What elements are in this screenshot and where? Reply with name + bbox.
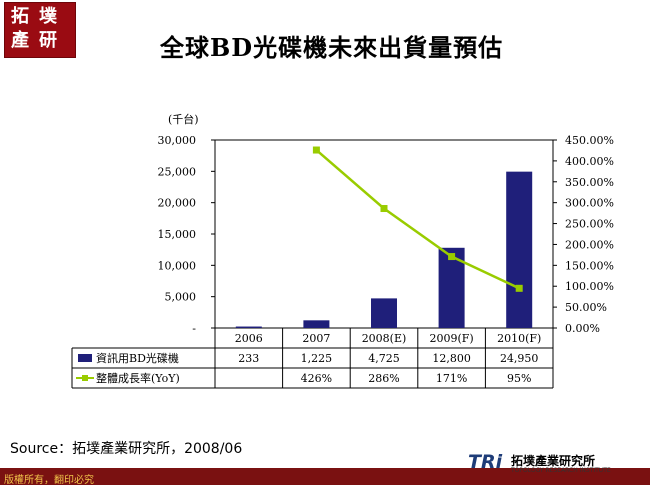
x-tick-label: 2010(F): [497, 332, 541, 345]
page-title: 全球BD光碟機未來出貨量預估: [160, 33, 504, 62]
y-tick-label: 5,000: [165, 291, 197, 304]
y-tick-label: 25,000: [158, 165, 197, 178]
y2-tick-label: 0.00%: [565, 322, 600, 335]
y-tick-label: 20,000: [158, 197, 197, 210]
bar-data-label: 233: [238, 352, 259, 365]
bar-data-label: 4,725: [368, 352, 400, 365]
chart: (千台) - 5,000 10,000 15,000 20,000 25,000 30,00…: [71, 112, 614, 389]
growth-point: [380, 205, 388, 213]
y2-tick-label: 250.00%: [565, 218, 614, 231]
growth-data-label: 171%: [436, 372, 467, 385]
y2-tick-label: 100.00%: [565, 280, 614, 293]
y-tick-label: 30,000: [158, 134, 197, 147]
bar: [235, 326, 262, 328]
logo: 拓 墣 產 研: [4, 2, 76, 58]
bar-data-label: 12,800: [432, 352, 471, 365]
x-tick-label: 2006: [235, 332, 263, 345]
x-tick-label: 2008(E): [362, 332, 407, 345]
growth-data-label: 426%: [301, 372, 332, 385]
brand-name-en: TOPOLOGY RESEARCH INSTITUTE: [511, 467, 611, 474]
footer-bar: [0, 468, 650, 485]
growth-point: [448, 253, 456, 261]
y2-tick-label: 50.00%: [565, 301, 607, 314]
y2-tick-label: 300.00%: [565, 197, 614, 210]
y2-tick-label: 400.00%: [565, 155, 614, 168]
source-note: Source：拓墣產業研究所，2008/06: [10, 441, 243, 457]
logo-char-3: 產: [11, 30, 29, 51]
y-tick-label: -: [192, 322, 196, 335]
brand-name-cn: 拓墣產業研究所: [511, 454, 596, 468]
logo-char-1: 拓: [11, 6, 29, 27]
brand-mark: TRi: [468, 451, 503, 473]
bar: [506, 171, 533, 328]
growth-line: [315, 149, 520, 290]
y2-tick-label: 350.00%: [565, 176, 614, 189]
legend-line-label: 整體成長率(YoY): [96, 371, 180, 385]
logo-char-2: 墣: [39, 6, 57, 27]
legend-bar-swatch: [78, 354, 92, 362]
y2-tick-label: 450.00%: [565, 134, 614, 147]
y2-tick-label: 150.00%: [565, 259, 614, 272]
y2-tick-label: 200.00%: [565, 238, 614, 251]
x-tick-label: 2009(F): [429, 332, 473, 345]
logo-char-4: 研: [39, 30, 57, 51]
y-tick-label: 15,000: [158, 228, 197, 241]
unit-label: (千台): [168, 112, 199, 126]
growth-data-label: 286%: [368, 372, 399, 385]
growth-point: [312, 146, 320, 154]
bar: [303, 320, 330, 328]
growth-data-label: 95%: [507, 372, 531, 385]
copyright-text: 版權所有，翻印必究: [4, 475, 94, 486]
x-tick-label: 2007: [302, 332, 330, 345]
y-tick-label: 10,000: [158, 259, 197, 272]
legend-line-marker: [82, 375, 88, 381]
growth-point: [515, 284, 523, 292]
bar-data-label: 1,225: [301, 352, 333, 365]
legend-bar-label: 資訊用BD光碟機: [96, 351, 179, 365]
bar: [371, 298, 397, 328]
bar-data-label: 24,950: [500, 352, 539, 365]
